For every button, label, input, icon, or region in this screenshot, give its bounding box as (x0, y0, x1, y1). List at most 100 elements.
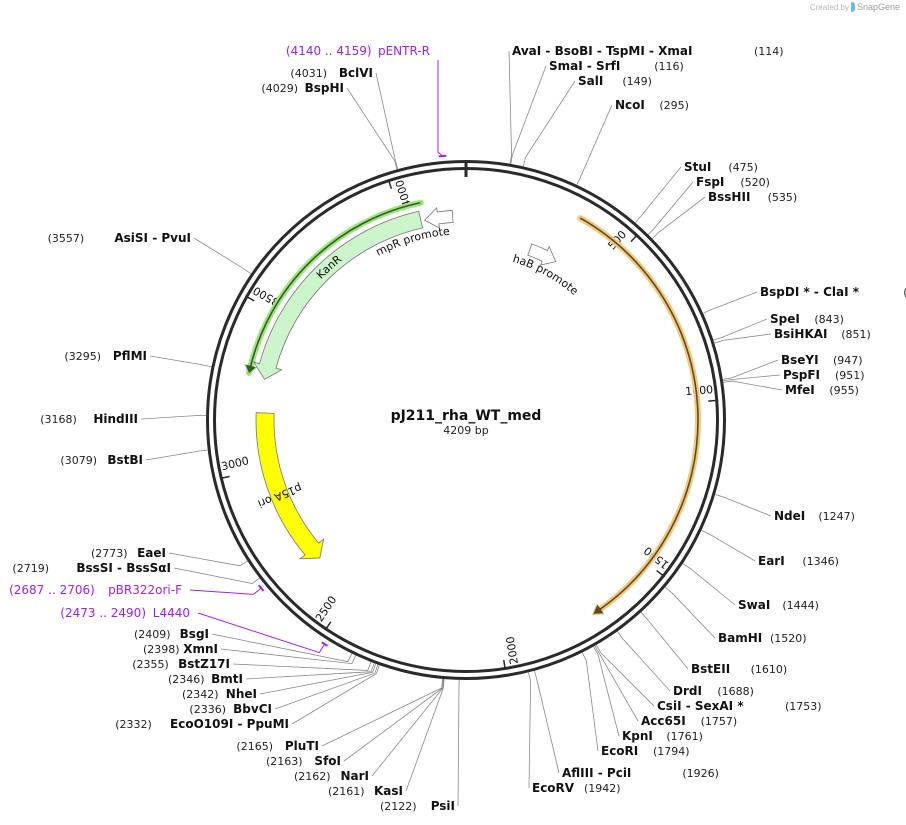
site-leader-line (405, 679, 445, 792)
tick-mark (656, 570, 666, 578)
site-leader-line (346, 87, 398, 170)
restriction-site-label[interactable]: BssSI - BssSαI (2719) (12, 561, 171, 575)
site-name: BsiHKAI (774, 327, 828, 341)
restriction-site-label[interactable]: BbvCI (2336) (189, 702, 272, 716)
site-position: (2332) (115, 718, 152, 731)
site-leader-line (651, 196, 706, 239)
site-position: (2336) (189, 703, 226, 716)
site-position: (1942) (584, 782, 621, 795)
restriction-site-label[interactable]: PflMI (3295) (64, 349, 147, 363)
primer-marker (438, 154, 447, 158)
restriction-site-label[interactable]: BmtI (2346) (168, 672, 243, 686)
restriction-site-label[interactable]: SwaI (1444) (738, 598, 819, 612)
restriction-site-label[interactable]: PsiI (2122) (380, 799, 455, 813)
restriction-site-label[interactable]: FspI (520) (696, 175, 770, 189)
site-position: (2346) (168, 673, 205, 686)
restriction-site-label[interactable]: BstBI (3079) (60, 453, 143, 467)
site-leader-line (522, 80, 576, 167)
restriction-site-label[interactable]: XmnI(2398) (143, 642, 218, 656)
site-position: (3079) (60, 454, 97, 467)
primer-label[interactable]: L4440 (2473 .. 2490) (60, 606, 190, 620)
restriction-site-label[interactable]: EarI (1346) (758, 554, 839, 568)
primer-leader-line (189, 587, 262, 595)
restriction-site-label[interactable]: BssHII (535) (708, 190, 797, 204)
restriction-site-label[interactable]: BstEII (1610) (691, 662, 787, 676)
site-name: NcoI (615, 98, 645, 112)
site-leader-line (220, 648, 357, 665)
site-position: (295) (659, 99, 689, 112)
restriction-site-label[interactable]: BspDI * - ClaI * (769) (760, 285, 906, 299)
restriction-site-label[interactable]: NheI (2342) (182, 687, 257, 701)
site-position: (769) (903, 286, 906, 299)
site-name: NheI (226, 687, 257, 701)
site-position: (1926) (682, 767, 719, 780)
site-leader-line (595, 644, 655, 707)
restriction-site-label[interactable]: MfeI (955) (785, 383, 859, 397)
restriction-site-label[interactable]: KasI (2161) (328, 784, 403, 798)
restriction-site-label[interactable]: EcoRV (1942) (532, 781, 621, 795)
restriction-site-label[interactable]: EcoO109I - PpuMI (2332) (115, 717, 289, 731)
restriction-site-label[interactable]: HindIII (3168) (40, 412, 138, 426)
site-position: (2773) (91, 547, 128, 560)
tick-mark (387, 178, 393, 189)
site-name: EaeI (137, 546, 166, 560)
restriction-site-label[interactable]: SmaI - SrfI (116) (549, 59, 684, 73)
restriction-site-label[interactable]: NcoI (295) (615, 98, 689, 112)
restriction-site-label[interactable]: SpeI (843) (770, 312, 844, 326)
restriction-site-label[interactable]: NarI (2162) (294, 769, 369, 783)
restriction-site-label[interactable]: BstZ17I (2355) (132, 657, 230, 671)
site-position: (1688) (717, 685, 754, 698)
restriction-site-label[interactable]: BseYI (947) (781, 353, 863, 367)
ampr-promoter-arrow[interactable] (423, 206, 454, 229)
site-name: HindIII (93, 412, 138, 426)
backbone-outer-strand (206, 160, 726, 680)
restriction-site-label[interactable]: BclVI (4031) (290, 66, 373, 80)
p15a-ori-feature-arrow[interactable] (255, 412, 325, 560)
site-position: (149) (622, 75, 652, 88)
restriction-site-label[interactable]: Acc65I (1757) (641, 714, 737, 728)
plasmid-backbone (206, 160, 726, 680)
site-position: (116) (654, 60, 684, 73)
rhab-promoter-arrow[interactable] (527, 243, 557, 266)
restriction-site-label[interactable]: BspHI (4029) (261, 81, 344, 95)
site-leader-line (145, 449, 208, 461)
site-leader-line (701, 530, 756, 562)
site-name: CsiI - SexAI * (657, 699, 744, 713)
restriction-site-label[interactable]: CsiI - SexAI * (1753) (657, 699, 822, 713)
restriction-site-label[interactable]: PluTI (2165) (236, 739, 319, 753)
ampr-promoter-label: AmpR promoter (0, 0, 451, 259)
site-name: PluTI (285, 739, 319, 753)
restriction-site-label[interactable]: BsiHKAI (851) (774, 327, 871, 341)
restriction-site-label[interactable]: EcoRI (1794) (601, 744, 690, 758)
site-leader-line (593, 646, 620, 737)
restriction-site-label[interactable]: SfoI (2163) (266, 754, 341, 768)
restriction-site-label[interactable]: EaeI (2773) (91, 546, 166, 560)
restriction-site-label[interactable]: AvaI - BsoBI - TspMI - XmaI (114) (512, 44, 784, 58)
restriction-site-label[interactable]: KpnI (1761) (622, 729, 703, 743)
primer-label[interactable]: pBR322ori-F (2687 .. 2706) (9, 583, 182, 597)
restriction-site-label[interactable]: BsgI (2409) (134, 627, 209, 641)
restriction-site-label[interactable]: DrdI (1688) (673, 684, 754, 698)
restriction-site-label[interactable]: AflIII - PciI (1926) (562, 766, 719, 780)
plasmid-name[interactable]: pJ211_rha_WT_med (390, 408, 542, 424)
site-name: KasI (374, 784, 403, 798)
restriction-site-label[interactable]: StuI (475) (684, 160, 758, 174)
primer-label[interactable]: pENTR-R (4140 .. 4159) (286, 44, 430, 58)
restriction-site-label[interactable]: BamHI (1520) (718, 631, 807, 645)
site-name: XmnI (183, 642, 218, 656)
green-feature-line (249, 201, 421, 370)
site-leader-line (457, 679, 460, 807)
primer-range: (4140 .. 4159) (286, 44, 372, 58)
site-position: (114) (754, 45, 784, 58)
site-position: (2342) (182, 688, 219, 701)
restriction-site-label[interactable]: NdeI (1247) (774, 509, 855, 523)
restriction-site-label[interactable]: SalI (149) (578, 74, 652, 88)
site-position: (1753) (785, 700, 822, 713)
site-name: SwaI (738, 598, 770, 612)
tick-label: 2500 (313, 594, 339, 624)
kanr-feature-arrow[interactable] (252, 210, 424, 380)
site-leader-line (722, 359, 779, 380)
restriction-site-label[interactable]: PspFI (951) (783, 368, 865, 382)
restriction-site-label[interactable]: AsiSI - PvuI (3557) (48, 231, 191, 245)
site-position: (2165) (236, 740, 273, 753)
